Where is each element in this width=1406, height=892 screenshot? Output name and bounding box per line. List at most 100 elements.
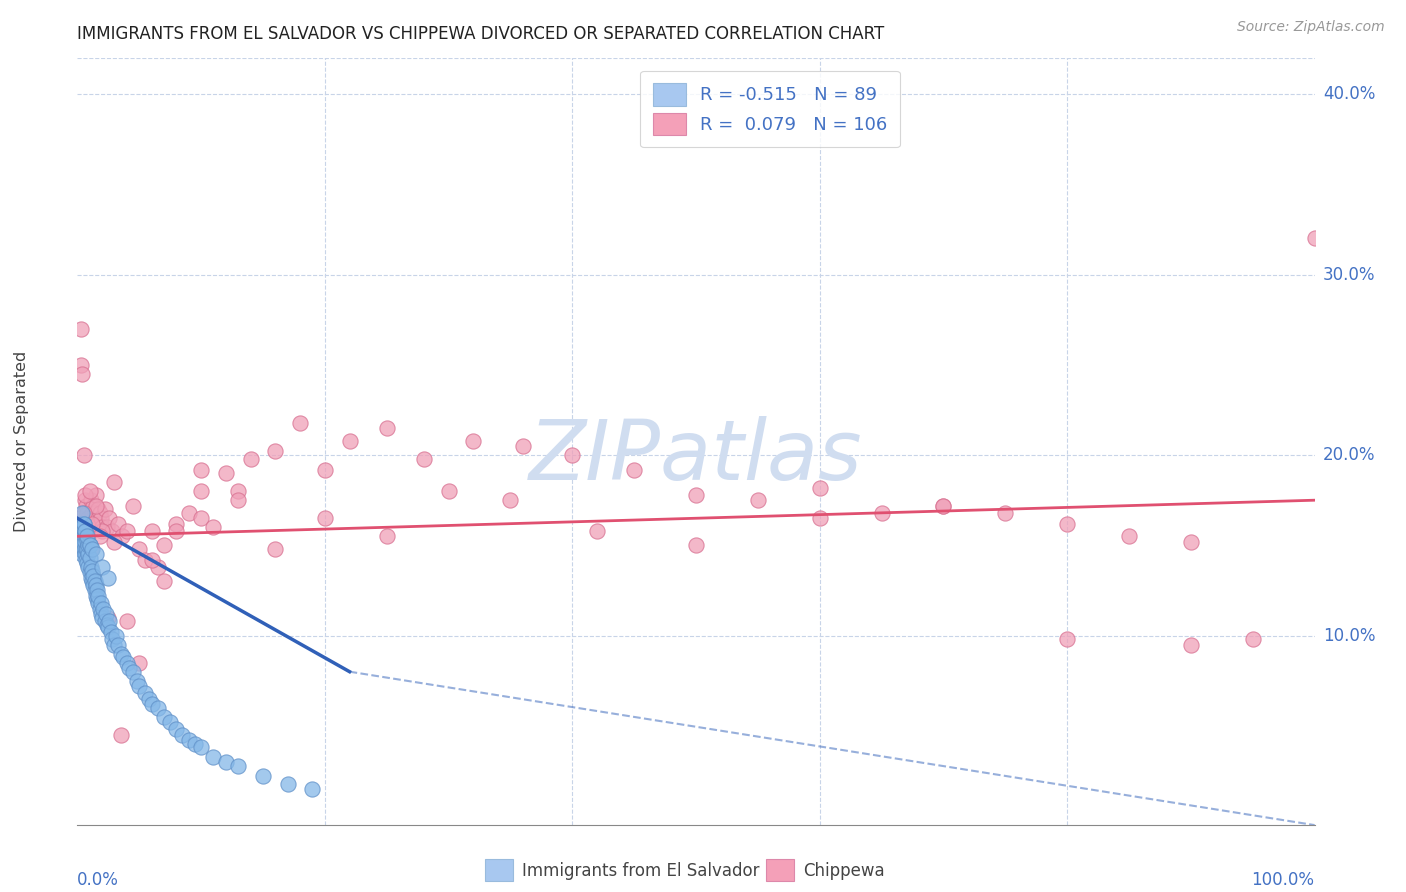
Point — [84, 547, 107, 561]
Point — [77, 529, 100, 543]
Text: IMMIGRANTS FROM EL SALVADOR VS CHIPPEWA DIVORCED OR SEPARATED CORRELATION CHART: IMMIGRANTS FROM EL SALVADOR VS CHIPPEWA … — [77, 25, 884, 43]
Point — [1056, 516, 1078, 531]
Point — [69, 511, 91, 525]
Point — [91, 520, 114, 534]
Point — [73, 541, 96, 556]
Point — [994, 506, 1017, 520]
Point — [115, 656, 138, 670]
Text: 30.0%: 30.0% — [1323, 266, 1375, 284]
Point — [277, 776, 299, 790]
Point — [79, 538, 101, 552]
Point — [80, 560, 103, 574]
Point — [90, 596, 112, 610]
Point — [190, 484, 212, 499]
Point — [215, 466, 238, 480]
Point — [97, 619, 120, 633]
Point — [141, 524, 163, 538]
Point — [69, 529, 91, 543]
Point — [82, 506, 104, 520]
Point — [1303, 231, 1326, 245]
Point — [91, 610, 114, 624]
Point — [202, 520, 225, 534]
Point — [288, 416, 311, 430]
Point — [80, 541, 103, 556]
Point — [226, 758, 249, 772]
Point — [73, 524, 96, 538]
Point — [165, 516, 187, 531]
Point — [72, 529, 94, 543]
Point — [79, 538, 101, 552]
Text: Source: ZipAtlas.com: Source: ZipAtlas.com — [1237, 20, 1385, 34]
Point — [1180, 638, 1202, 652]
Point — [177, 733, 200, 747]
Point — [72, 506, 94, 520]
Text: ZIPatlas: ZIPatlas — [529, 417, 863, 498]
Text: 40.0%: 40.0% — [1323, 85, 1375, 103]
Point — [112, 650, 135, 665]
Point — [190, 740, 212, 755]
Point — [73, 488, 96, 502]
Point — [141, 553, 163, 567]
Point — [153, 538, 176, 552]
Point — [75, 541, 97, 556]
Text: Immigrants from El Salvador: Immigrants from El Salvador — [522, 862, 759, 880]
Point — [72, 367, 94, 381]
Point — [89, 506, 111, 520]
Point — [80, 571, 103, 585]
Text: 10.0%: 10.0% — [1323, 626, 1375, 645]
Point — [103, 638, 125, 652]
Point — [94, 607, 117, 621]
Point — [75, 553, 97, 567]
Point — [165, 524, 187, 538]
Point — [512, 439, 534, 453]
Point — [77, 538, 100, 552]
Point — [75, 547, 97, 561]
Point — [69, 529, 91, 543]
Point — [1180, 534, 1202, 549]
Point — [264, 444, 287, 458]
Point — [87, 502, 110, 516]
Point — [86, 583, 108, 598]
Point — [747, 493, 769, 508]
Point — [82, 569, 104, 583]
Text: Chippewa: Chippewa — [803, 862, 884, 880]
Point — [685, 538, 707, 552]
Point — [101, 524, 124, 538]
Point — [870, 506, 893, 520]
Point — [115, 614, 138, 628]
Point — [90, 511, 112, 525]
Point — [115, 524, 138, 538]
Point — [128, 656, 150, 670]
Point — [76, 557, 98, 571]
Point — [72, 534, 94, 549]
Point — [301, 782, 323, 797]
Point — [79, 524, 101, 538]
Point — [153, 574, 176, 589]
Point — [73, 547, 96, 561]
Point — [1118, 529, 1140, 543]
Point — [375, 421, 398, 435]
Point — [82, 574, 104, 589]
Point — [165, 723, 187, 737]
Point — [72, 520, 94, 534]
Point — [932, 499, 955, 513]
Point — [215, 755, 238, 769]
Point — [91, 524, 114, 538]
Point — [1056, 632, 1078, 647]
Point — [98, 614, 121, 628]
Point — [100, 624, 122, 639]
Point — [73, 493, 96, 508]
Point — [80, 493, 103, 508]
Point — [76, 529, 98, 543]
Point — [77, 547, 100, 561]
Text: 100.0%: 100.0% — [1251, 871, 1315, 889]
Point — [103, 475, 125, 490]
Point — [86, 516, 108, 531]
Point — [84, 499, 107, 513]
Point — [101, 632, 124, 647]
Point — [375, 529, 398, 543]
Point — [146, 700, 169, 714]
Point — [184, 737, 207, 751]
Point — [146, 560, 169, 574]
Point — [685, 488, 707, 502]
